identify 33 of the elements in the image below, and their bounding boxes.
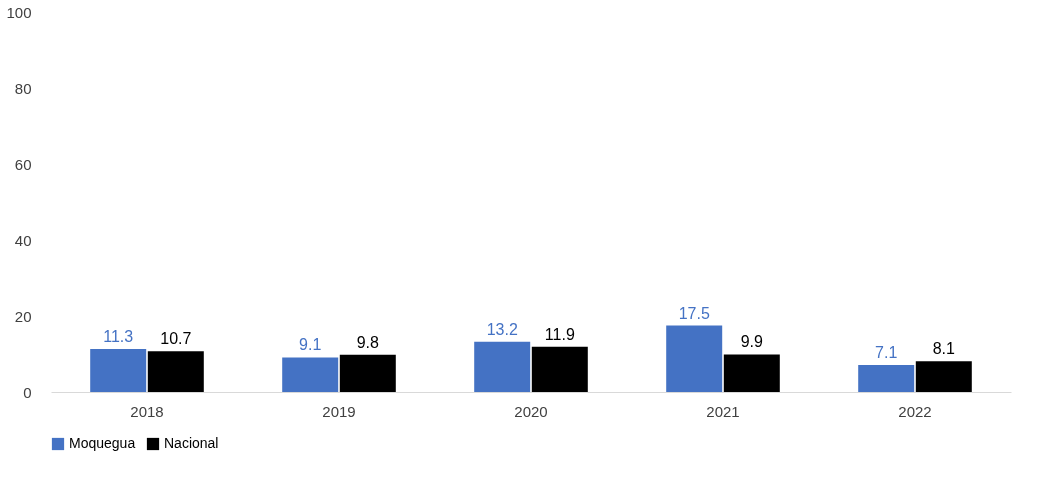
y-tick-label: 100 xyxy=(6,3,32,21)
bar xyxy=(147,351,204,392)
data-label: 17.5 xyxy=(678,304,710,322)
y-tick-label: 80 xyxy=(14,79,32,97)
y-tick-label: 60 xyxy=(14,155,32,173)
y-tick-label: 0 xyxy=(23,383,32,401)
legend-label: Nacional xyxy=(164,435,219,451)
data-label: 13.2 xyxy=(486,320,518,338)
data-label: 9.1 xyxy=(299,336,322,354)
bar xyxy=(90,349,147,392)
x-tick-label: 2019 xyxy=(322,402,356,420)
bar xyxy=(723,354,780,392)
x-tick-label: 2022 xyxy=(898,402,932,420)
bar xyxy=(282,357,339,392)
bar xyxy=(858,365,915,392)
data-label: 9.9 xyxy=(740,333,764,351)
data-label: 11.3 xyxy=(103,328,134,346)
data-label: 9.8 xyxy=(356,333,380,351)
bar xyxy=(915,361,972,392)
data-label: 8.1 xyxy=(932,340,956,358)
x-tick-label: 2018 xyxy=(130,402,164,420)
x-tick-label: 2020 xyxy=(514,402,548,420)
bar xyxy=(666,325,723,392)
y-tick-label: 20 xyxy=(14,307,32,325)
data-label: 7.1 xyxy=(875,344,898,362)
data-label: 10.7 xyxy=(160,330,192,348)
bar xyxy=(531,346,588,392)
legend-label: Moquegua xyxy=(69,435,136,451)
x-tick-label: 2021 xyxy=(706,402,740,420)
y-tick-label: 40 xyxy=(14,231,32,249)
data-label: 11.9 xyxy=(544,325,575,343)
bar xyxy=(339,354,396,392)
bar xyxy=(474,341,531,392)
